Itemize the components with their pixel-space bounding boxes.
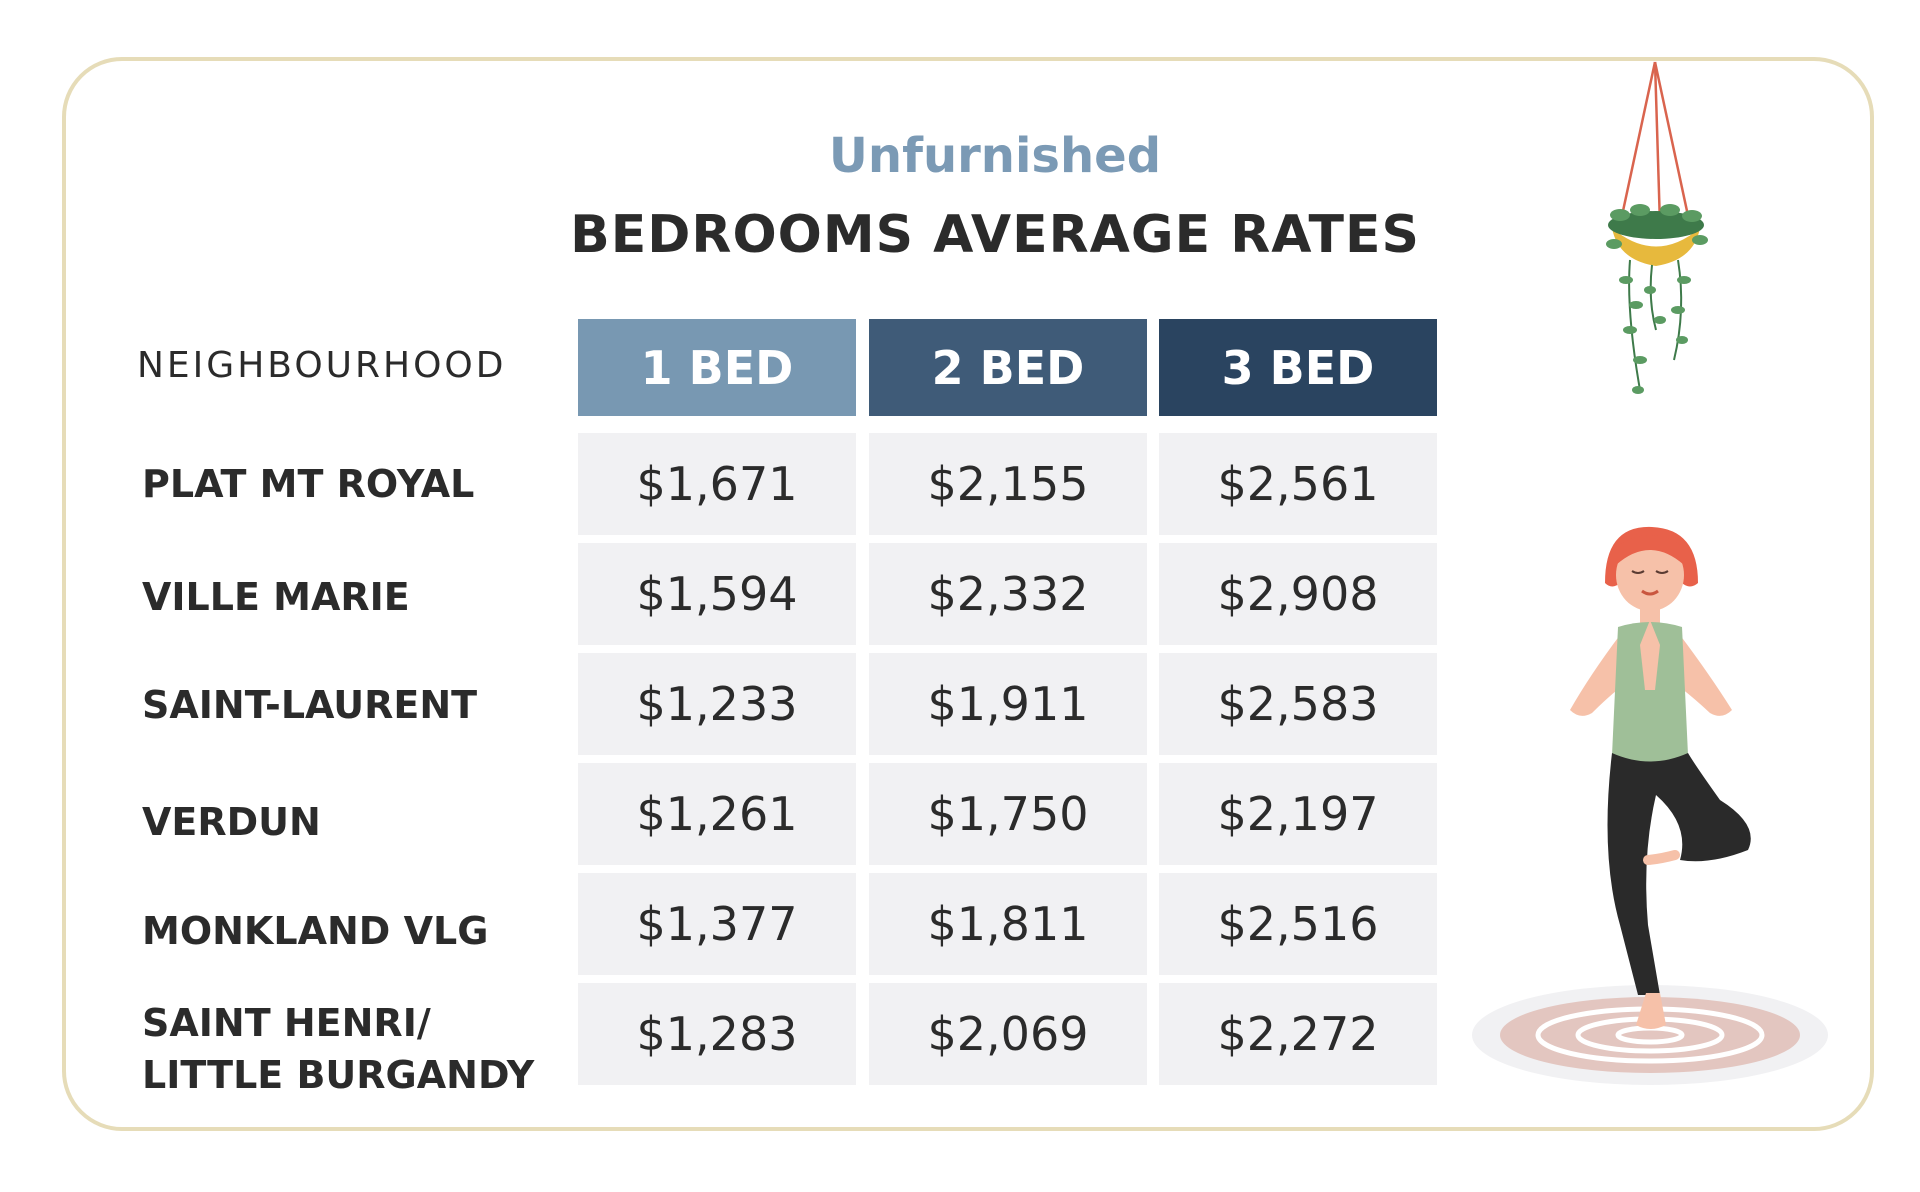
rate-cell: $2,908 bbox=[1159, 543, 1437, 645]
row-label: SAINT HENRI/ LITTLE BURGANDY bbox=[142, 1001, 535, 1097]
rate-cell: $2,332 bbox=[869, 543, 1147, 645]
rate-cell: $2,583 bbox=[1159, 653, 1437, 755]
rate-cell: $2,516 bbox=[1159, 873, 1437, 975]
rate-cell: $1,377 bbox=[578, 873, 856, 975]
rate-cell: $1,594 bbox=[578, 543, 856, 645]
column-header: 1 BED bbox=[578, 319, 856, 416]
rate-cell: $1,811 bbox=[869, 873, 1147, 975]
rate-cell: $1,750 bbox=[869, 763, 1147, 865]
rate-cell: $2,272 bbox=[1159, 983, 1437, 1085]
rate-cell: $1,233 bbox=[578, 653, 856, 755]
rate-cell: $2,197 bbox=[1159, 763, 1437, 865]
table-title: BEDROOMS AVERAGE RATES bbox=[570, 205, 1420, 265]
rate-cell: $2,069 bbox=[869, 983, 1147, 1085]
hanging-plant-icon bbox=[1606, 61, 1708, 394]
neighbourhood-header: NEIGHBOURHOOD bbox=[137, 345, 507, 386]
column-header: 3 BED bbox=[1159, 319, 1437, 416]
yoga-woman-icon bbox=[1472, 526, 1828, 1085]
table-subtitle: Unfurnished bbox=[828, 128, 1162, 184]
row-label: PLAT MT ROYAL bbox=[142, 462, 475, 506]
row-label: SAINT-LAURENT bbox=[142, 683, 478, 727]
column-header: 2 BED bbox=[869, 319, 1147, 416]
row-label: MONKLAND VLG bbox=[142, 909, 489, 953]
rate-cell: $2,561 bbox=[1159, 433, 1437, 535]
row-label: VERDUN bbox=[142, 800, 321, 844]
rate-cell: $2,155 bbox=[869, 433, 1147, 535]
rate-cell: $1,261 bbox=[578, 763, 856, 865]
rate-cell: $1,671 bbox=[578, 433, 856, 535]
row-label: VILLE MARIE bbox=[142, 575, 410, 619]
rate-cell: $1,283 bbox=[578, 983, 856, 1085]
rate-cell: $1,911 bbox=[869, 653, 1147, 755]
